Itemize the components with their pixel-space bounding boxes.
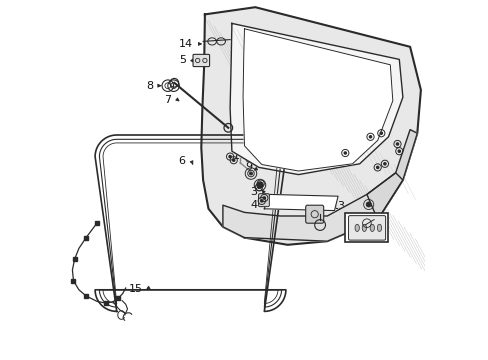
FancyBboxPatch shape: [258, 194, 269, 207]
Circle shape: [395, 142, 399, 146]
FancyBboxPatch shape: [348, 216, 385, 240]
Text: 4: 4: [250, 200, 257, 210]
Circle shape: [260, 199, 263, 203]
Circle shape: [231, 158, 235, 162]
Circle shape: [228, 155, 231, 158]
Ellipse shape: [354, 224, 359, 231]
Text: 5: 5: [179, 55, 185, 66]
Text: 13: 13: [331, 201, 346, 211]
Text: 9: 9: [245, 162, 252, 172]
Polygon shape: [230, 23, 402, 175]
Polygon shape: [223, 173, 402, 241]
Text: 11: 11: [348, 231, 362, 241]
Bar: [345, 213, 387, 242]
Ellipse shape: [377, 224, 381, 231]
FancyBboxPatch shape: [193, 54, 209, 67]
Text: 6: 6: [178, 156, 185, 166]
Polygon shape: [201, 7, 420, 245]
Circle shape: [382, 162, 386, 166]
Polygon shape: [243, 29, 392, 171]
Text: 7: 7: [164, 95, 171, 105]
Circle shape: [343, 151, 346, 155]
Circle shape: [257, 185, 260, 189]
Text: 12: 12: [362, 214, 376, 224]
Circle shape: [397, 149, 400, 153]
Text: 14: 14: [179, 39, 193, 49]
FancyBboxPatch shape: [305, 205, 323, 223]
Circle shape: [366, 202, 370, 207]
Text: 1: 1: [232, 151, 239, 161]
Circle shape: [379, 131, 382, 135]
Circle shape: [375, 166, 379, 169]
Text: 8: 8: [146, 81, 153, 91]
Circle shape: [368, 135, 371, 139]
Circle shape: [256, 182, 263, 188]
Text: 2: 2: [307, 203, 314, 213]
Circle shape: [249, 172, 252, 175]
Polygon shape: [264, 194, 337, 211]
Text: 10: 10: [302, 221, 316, 231]
Ellipse shape: [362, 224, 366, 231]
Text: 15: 15: [129, 284, 142, 294]
Polygon shape: [366, 130, 416, 220]
Circle shape: [262, 196, 265, 200]
Ellipse shape: [369, 224, 374, 231]
Text: 3: 3: [249, 187, 257, 197]
Circle shape: [258, 182, 262, 185]
